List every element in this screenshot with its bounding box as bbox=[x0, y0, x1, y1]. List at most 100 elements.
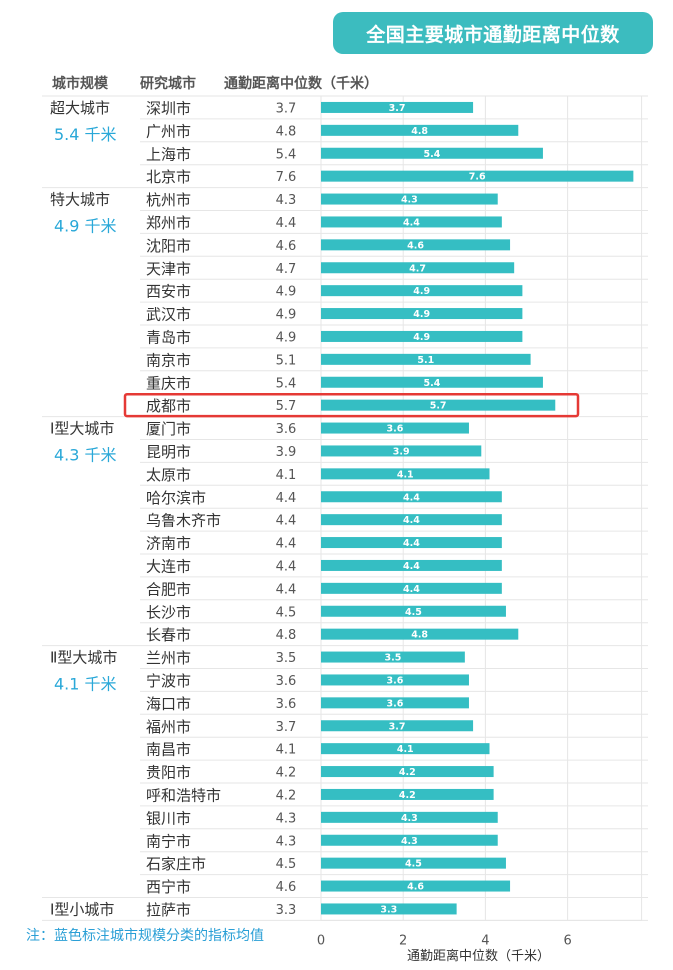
bar bbox=[321, 376, 543, 388]
x-tick-label: 4 bbox=[481, 933, 489, 948]
value-label: 3.6 bbox=[276, 674, 297, 689]
bar-data-label: 3.6 bbox=[387, 698, 404, 709]
bar bbox=[321, 559, 502, 571]
city-label: 南昌市 bbox=[146, 741, 191, 759]
bar-data-label: 4.9 bbox=[413, 286, 430, 297]
value-label: 3.5 bbox=[276, 651, 297, 666]
value-label: 4.9 bbox=[276, 285, 297, 300]
city-label: 贵阳市 bbox=[146, 764, 191, 782]
value-label: 4.5 bbox=[276, 857, 297, 872]
bar bbox=[321, 170, 634, 182]
bar bbox=[321, 262, 515, 274]
bar bbox=[321, 422, 469, 434]
value-label: 4.7 bbox=[276, 262, 297, 277]
group-label: 超大城市 bbox=[50, 99, 110, 117]
bar bbox=[321, 308, 523, 320]
city-label: 银川市 bbox=[146, 809, 191, 827]
bar bbox=[321, 605, 506, 617]
city-label: 上海市 bbox=[146, 145, 191, 163]
value-label: 4.8 bbox=[276, 124, 297, 139]
bar-data-label: 3.3 bbox=[380, 904, 397, 915]
bar bbox=[321, 788, 494, 800]
city-label: 沈阳市 bbox=[146, 237, 191, 255]
city-label: 天津市 bbox=[146, 260, 191, 278]
bar bbox=[321, 743, 490, 755]
bar-data-label: 5.1 bbox=[417, 355, 434, 366]
value-label: 4.9 bbox=[276, 330, 297, 345]
city-label: 呼和浩特市 bbox=[146, 786, 221, 804]
bar bbox=[321, 628, 519, 640]
bar bbox=[321, 651, 465, 663]
bar-data-label: 4.4 bbox=[403, 584, 420, 595]
bar-data-label: 4.4 bbox=[403, 492, 420, 503]
bar-data-label: 5.4 bbox=[424, 378, 441, 389]
city-label: 拉萨市 bbox=[146, 901, 191, 919]
bar-data-label: 4.3 bbox=[401, 813, 418, 824]
city-label: 厦门市 bbox=[146, 420, 191, 438]
bar-data-label: 4.3 bbox=[401, 836, 418, 847]
bar bbox=[321, 811, 498, 823]
city-label: 西安市 bbox=[146, 283, 191, 301]
value-label: 4.6 bbox=[276, 239, 297, 254]
x-tick-label: 6 bbox=[563, 933, 571, 948]
bar-data-label: 4.4 bbox=[403, 561, 420, 572]
city-label: 重庆市 bbox=[146, 374, 191, 392]
bar-data-label: 4.5 bbox=[405, 607, 422, 618]
bar-data-label: 4.4 bbox=[403, 538, 420, 549]
value-label: 4.9 bbox=[276, 308, 297, 323]
footnote: 注：蓝色标注城市规模分类的指标均值 bbox=[26, 928, 264, 944]
bar-data-label: 4.6 bbox=[407, 882, 424, 893]
highlight-box bbox=[123, 392, 580, 418]
bar-data-label: 3.7 bbox=[389, 721, 406, 732]
value-label: 4.2 bbox=[276, 766, 297, 781]
city-label: 石家庄市 bbox=[146, 855, 206, 873]
value-label: 3.7 bbox=[276, 101, 297, 116]
city-label: 太原市 bbox=[146, 466, 191, 484]
bar-data-label: 4.8 bbox=[411, 630, 428, 641]
value-label: 4.3 bbox=[276, 193, 297, 208]
bar-data-label: 4.9 bbox=[413, 332, 430, 343]
chart-title: 全国主要城市通勤距离中位数 bbox=[333, 12, 653, 54]
bar bbox=[321, 399, 556, 411]
city-label: 杭州市 bbox=[146, 191, 191, 209]
bar bbox=[321, 445, 482, 457]
bar bbox=[321, 491, 502, 503]
city-label: 青岛市 bbox=[146, 328, 191, 346]
bar-data-label: 4.8 bbox=[411, 126, 428, 137]
bar bbox=[321, 330, 523, 342]
value-label: 4.1 bbox=[276, 468, 297, 483]
bar bbox=[321, 697, 469, 709]
value-label: 4.4 bbox=[276, 216, 297, 231]
city-label: 郑州市 bbox=[146, 214, 191, 232]
bar bbox=[321, 857, 506, 869]
value-label: 5.7 bbox=[276, 399, 297, 414]
bar-data-label: 4.4 bbox=[403, 217, 420, 228]
bar bbox=[321, 903, 457, 915]
bar-data-label: 4.1 bbox=[397, 744, 414, 755]
group-average: 4.9 千米 bbox=[54, 217, 117, 236]
value-label: 3.3 bbox=[276, 903, 297, 918]
city-label: 长春市 bbox=[146, 626, 191, 644]
bar bbox=[321, 147, 543, 159]
bar-data-label: 3.6 bbox=[387, 675, 404, 686]
bar bbox=[321, 582, 502, 594]
header-study-city: 研究城市 bbox=[140, 76, 196, 92]
bar-data-label: 4.2 bbox=[399, 767, 416, 778]
bar bbox=[321, 353, 531, 365]
bar bbox=[321, 101, 474, 113]
group-average: 5.4 千米 bbox=[54, 125, 117, 144]
city-label: 南宁市 bbox=[146, 832, 191, 850]
city-label: 成都市 bbox=[146, 397, 191, 415]
group-label: 特大城市 bbox=[50, 191, 110, 209]
bar bbox=[321, 239, 511, 251]
group-average: 4.3 千米 bbox=[54, 446, 117, 465]
value-label: 4.4 bbox=[276, 582, 297, 597]
bar bbox=[321, 766, 494, 778]
city-label: 宁波市 bbox=[146, 672, 191, 690]
bar-data-label: 4.3 bbox=[401, 195, 418, 206]
bar bbox=[321, 124, 519, 136]
value-label: 4.1 bbox=[276, 743, 297, 758]
x-axis-label: 通勤距离中位数（千米） bbox=[407, 949, 551, 964]
value-label: 4.5 bbox=[276, 605, 297, 620]
